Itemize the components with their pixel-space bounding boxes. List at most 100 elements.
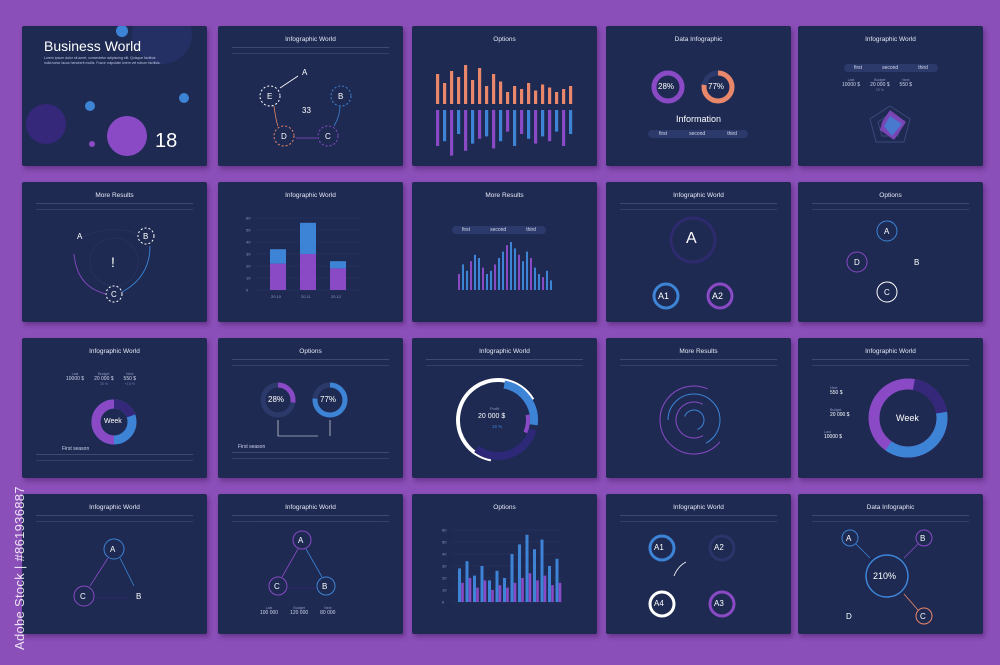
slide-infographic-cycle[interactable]: Infographic World A B C D E 33 (218, 26, 403, 166)
center-symbol: ! (111, 254, 115, 270)
histogram-bar (466, 270, 468, 290)
bar-top (471, 80, 475, 104)
tab-second[interactable]: second (882, 65, 899, 71)
bar-bottom (464, 110, 468, 151)
caption: First season (238, 444, 266, 450)
tab-first[interactable]: first (462, 227, 471, 233)
y-tick-label: 10 (442, 588, 447, 593)
histogram-chart (458, 242, 552, 290)
body-text-lines (620, 515, 777, 522)
body-text-lines (812, 359, 969, 366)
tab-third[interactable]: third (727, 131, 737, 137)
stats-row: Last 100 000 Budget 120 000 Next 80 000 (260, 606, 336, 616)
node-a3-label: A3 (714, 599, 724, 608)
body-text-lines (232, 359, 389, 366)
node-diagram (846, 220, 928, 303)
slide-more-results-arcs[interactable]: More Results (606, 338, 791, 478)
bar-bottom (492, 110, 496, 149)
node-c-label: C (325, 132, 331, 141)
histogram-bar (502, 251, 504, 290)
profit-percent: 15 % (492, 424, 503, 429)
slide-infographic-week-large[interactable]: Infographic World Next 550 $ Budget 20 0… (798, 338, 983, 478)
bar-purple (551, 585, 554, 602)
node-e-label: E (267, 92, 273, 101)
tab-first[interactable]: first (659, 131, 668, 137)
y-tick-label: 20 (246, 264, 251, 269)
tab-third[interactable]: third (526, 227, 536, 233)
bar-bottom (541, 110, 545, 137)
triangle-diagram (73, 538, 151, 607)
slide-title: Options (879, 192, 902, 199)
slide-options-donuts[interactable]: Options 28% 77% First season (218, 338, 403, 478)
y-tick-label: 30 (246, 252, 251, 257)
slide-title: Infographic World (285, 504, 336, 511)
slide-infographic-radar[interactable]: Infographic World first second third Las… (798, 26, 983, 166)
stock-watermark: Adobe Stock | #861936887 (12, 486, 27, 650)
slide-infographic-week[interactable]: Infographic World Last 10000 $ Budget 20 0… (22, 338, 207, 478)
bar-blue (473, 575, 476, 602)
y-tick-label: 30 (442, 564, 447, 569)
node-a1-label: A1 (658, 291, 670, 301)
node-b-label: B (338, 92, 344, 101)
slide-infographic-stacked[interactable]: Infographic World 60 50 40 30 20 10 0 20.10 20.1… (218, 182, 403, 322)
tab-bar[interactable]: first second third (452, 226, 546, 234)
slide-data-infographic-210[interactable]: Data Infographic A B C D 210% (798, 494, 983, 634)
bar-top (520, 89, 524, 104)
slide-title: Infographic World (285, 36, 336, 43)
slide-title: Options (493, 504, 516, 511)
slide-options-grouped-bars[interactable]: Options 60 50 40 30 20 10 0 (412, 494, 597, 634)
slide-infographic-hierarchy[interactable]: Infographic World A A1 A2 (606, 182, 791, 322)
tab-second[interactable]: second (689, 131, 706, 137)
histogram-bar (474, 254, 476, 290)
bar-top (492, 74, 496, 104)
bar-purple (506, 587, 509, 602)
slide-more-results-histogram[interactable]: More Results first second third (412, 182, 597, 322)
slide-options-nodes[interactable]: Options A B C D (798, 182, 983, 322)
tab-third[interactable]: third (918, 65, 928, 71)
body-text-lines (232, 452, 389, 459)
tab-bar[interactable]: first second third (648, 130, 748, 138)
stat-next: Next 550 $ (830, 386, 843, 396)
tab-first[interactable]: first (854, 65, 863, 71)
stats-row: Last 10000 $ Budget 20 000 $25 % Next 550 $… (66, 372, 137, 386)
node-a-label: A (298, 536, 304, 545)
tab-bar[interactable]: first second third (844, 64, 938, 72)
slide-title: Data Infographic (866, 504, 915, 511)
slide-options-bars[interactable]: Options (412, 26, 597, 166)
bar-segment (330, 268, 346, 290)
node-diagram (648, 534, 736, 618)
histogram-bar (542, 277, 544, 290)
bar-segment (300, 222, 316, 254)
histogram-bar (506, 245, 508, 290)
stat-last: Last 10000 $ (824, 430, 843, 440)
slide-title: Infographic World (865, 348, 916, 355)
hierarchy-diagram (652, 216, 734, 310)
slide-infographic-a-nodes[interactable]: Infographic World A1 A2 A3 A4 (606, 494, 791, 634)
node-d-label: D (281, 132, 287, 141)
slide-title: Options (299, 348, 322, 355)
slide-infographic-profit[interactable]: Infographic World Profit 20 000 $ 15 % (412, 338, 597, 478)
bar-segment (270, 249, 286, 264)
node-a-label: A (110, 545, 116, 554)
bar-blue (480, 566, 484, 602)
bar-bottom (499, 110, 503, 142)
slide-infographic-triangle-stats[interactable]: Infographic World A B C Last 100 000 Budg… (218, 494, 403, 634)
bar-bottom (457, 110, 461, 134)
slide-subtitle: Lorem ipsum dolor sit amet, consectetur … (44, 56, 161, 65)
node-b-label: B (136, 592, 142, 601)
slide-number: 18 (155, 130, 178, 152)
histogram-bar (538, 274, 540, 290)
bar-bottom (562, 110, 566, 146)
triangle-diagram (268, 530, 336, 596)
slide-business-world[interactable]: Business World Lorem ipsum dolor sit ame… (22, 26, 207, 166)
body-text-lines (812, 515, 969, 522)
slide-title: Infographic World (89, 348, 140, 355)
profit-ring (456, 378, 540, 462)
slide-more-results-cycle[interactable]: More Results A B C ! (22, 182, 207, 322)
bar-bottom (527, 110, 531, 139)
tab-second[interactable]: second (490, 227, 507, 233)
slide-data-infographic[interactable]: Data Infographic 28% 77% Information fir… (606, 26, 791, 166)
body-text-lines (232, 47, 389, 54)
donut2-value: 77% (708, 82, 725, 91)
slide-infographic-triangle[interactable]: Infographic World A B C (22, 494, 207, 634)
